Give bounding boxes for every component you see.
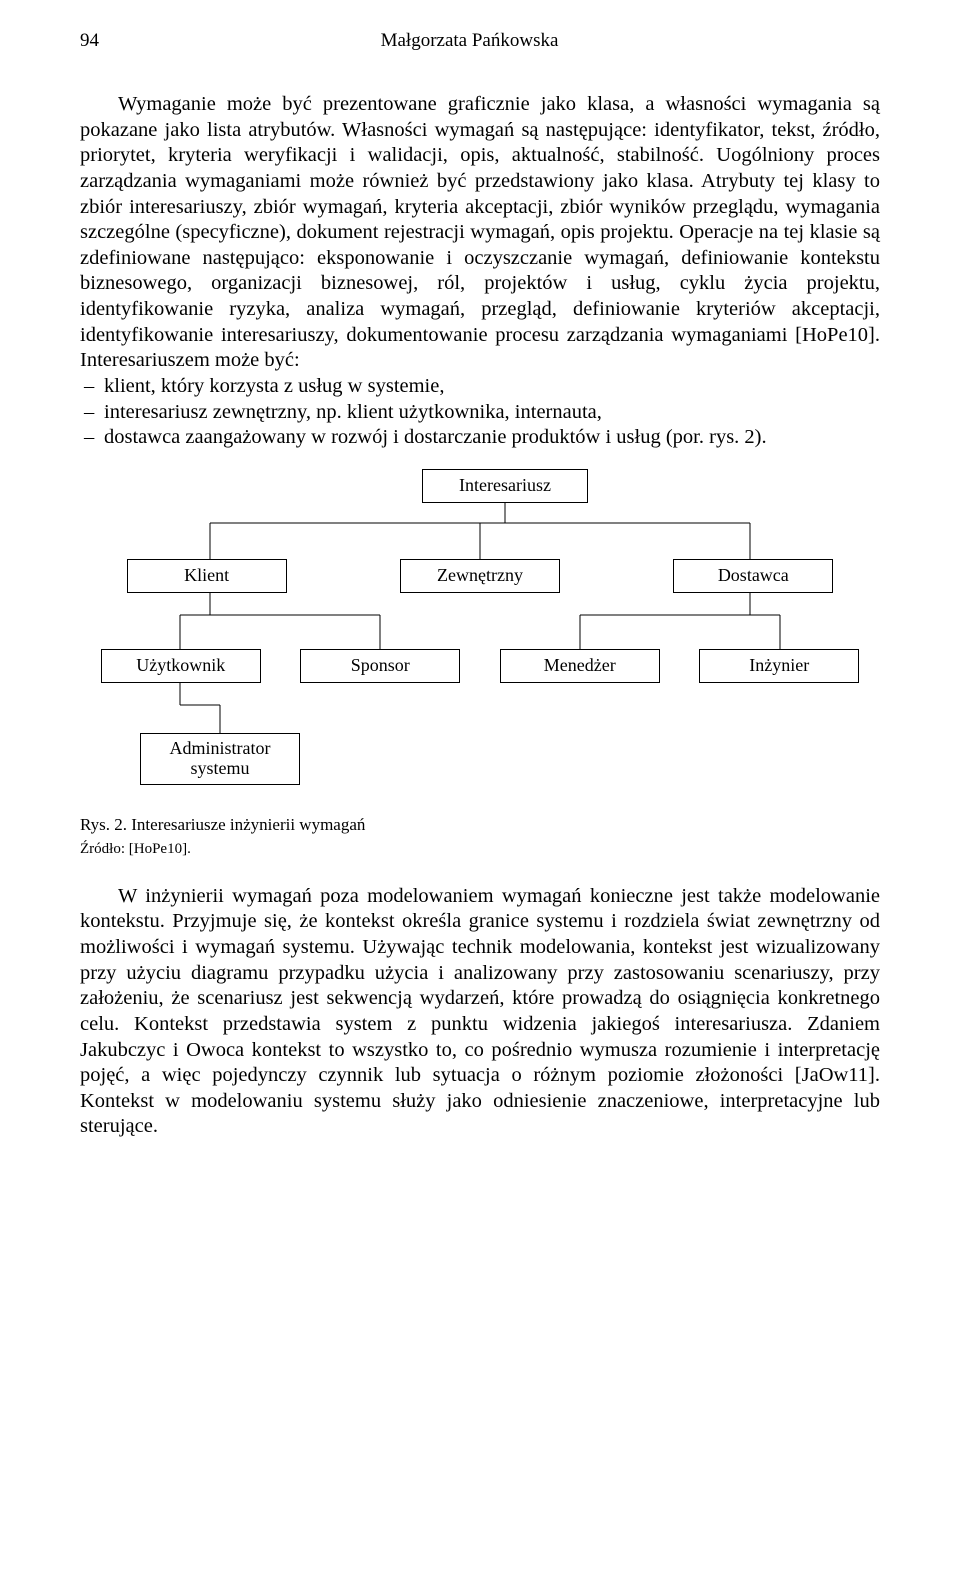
list-item: – interesariusz zewnętrzny, np. klient u… xyxy=(80,400,880,426)
diagram-row-1: Interesariusz xyxy=(150,469,860,503)
tree-diagram: Interesariusz Klient Zewnętrzny Dostawca xyxy=(100,469,860,785)
list-item: – dostawca zaangażowany w rozwój i dosta… xyxy=(80,425,880,451)
node-zewnetrzny: Zewnętrzny xyxy=(400,559,560,593)
list-text-1: klient, który korzysta z usług w systemi… xyxy=(104,374,880,400)
node-inzynier: Inżynier xyxy=(699,649,859,683)
diagram-row-4: Administrator systemu xyxy=(100,733,860,785)
connector-svg xyxy=(100,683,860,733)
dash-icon: – xyxy=(84,374,104,400)
page-header: 94 Małgorzata Pańkowska xyxy=(80,30,880,52)
list-text-2: interesariusz zewnętrzny, np. klient uży… xyxy=(104,400,880,426)
node-klient: Klient xyxy=(127,559,287,593)
diagram-row-3: Użytkownik Sponsor Menedżer Inżynier xyxy=(100,649,860,683)
node-sponsor: Sponsor xyxy=(300,649,460,683)
connector-2-3 xyxy=(100,593,860,649)
dash-icon: – xyxy=(84,425,104,451)
node-dostawca: Dostawca xyxy=(673,559,833,593)
connector-svg xyxy=(100,503,860,559)
connector-svg xyxy=(100,593,860,649)
figure-source: Źródło: [HoPe10]. xyxy=(80,841,880,858)
connector-3-4 xyxy=(100,683,860,733)
paragraph-1: Wymaganie może być prezentowane graficzn… xyxy=(80,92,880,374)
node-menedzer: Menedżer xyxy=(500,649,660,683)
list-item: – klient, który korzysta z usług w syste… xyxy=(80,374,880,400)
page-number: 94 xyxy=(80,30,99,52)
node-uzytkownik: Użytkownik xyxy=(101,649,261,683)
node-root: Interesariusz xyxy=(422,469,588,503)
dash-icon: – xyxy=(84,400,104,426)
figure-caption: Rys. 2. Interesariusze inżynierii wymaga… xyxy=(80,815,880,835)
diagram-row-2: Klient Zewnętrzny Dostawca xyxy=(100,559,860,593)
author-name: Małgorzata Pańkowska xyxy=(99,30,840,52)
paragraph-2: W inżynierii wymagań poza modelowaniem w… xyxy=(80,884,880,1140)
list-text-3: dostawca zaangażowany w rozwój i dostarc… xyxy=(104,425,880,451)
connector-1-2 xyxy=(100,503,860,559)
node-administrator: Administrator systemu xyxy=(140,733,300,785)
